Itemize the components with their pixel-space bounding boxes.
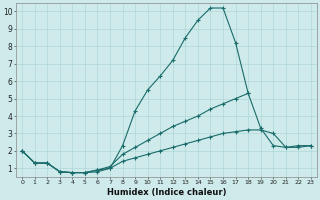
X-axis label: Humidex (Indice chaleur): Humidex (Indice chaleur) [107, 188, 226, 197]
